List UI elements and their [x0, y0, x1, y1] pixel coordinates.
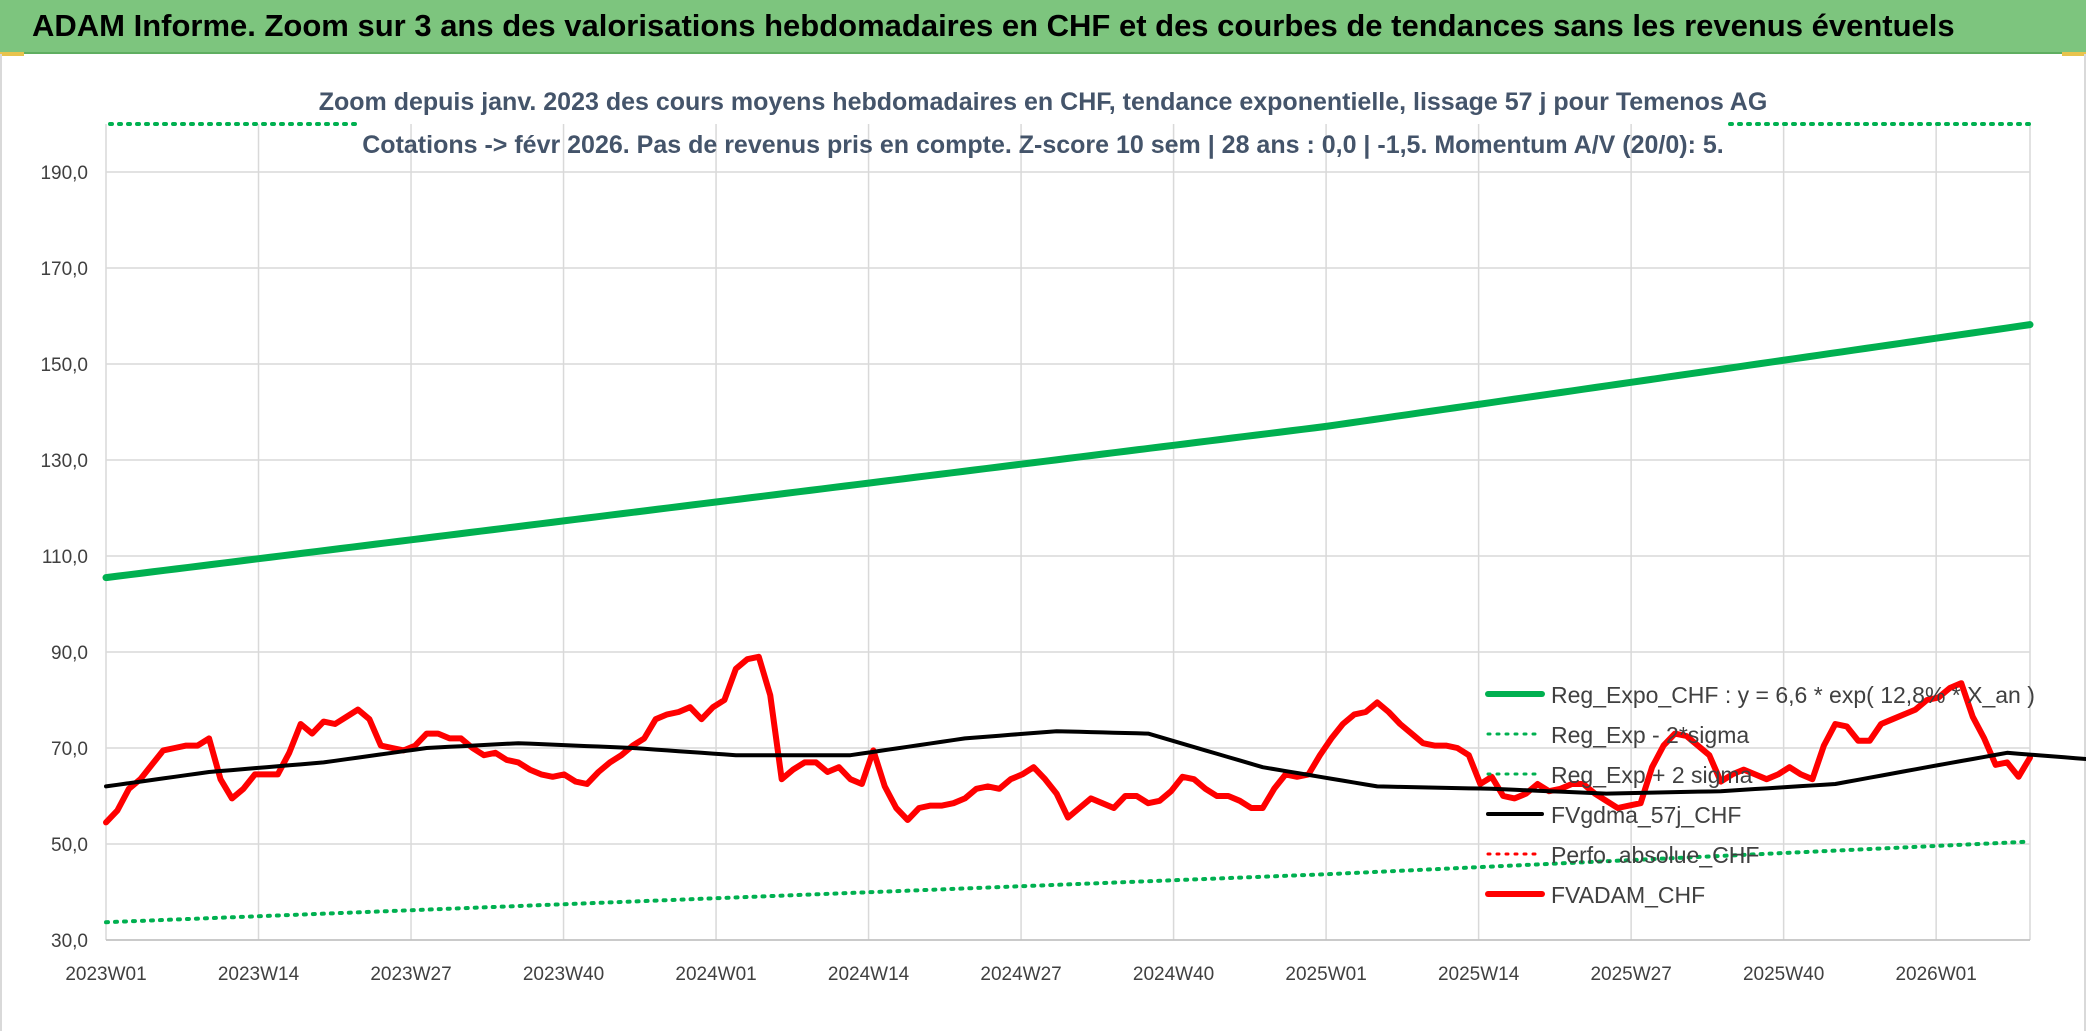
legend-label: Perfo. absolue_CHF: [1551, 842, 1759, 868]
header-accent-left: [0, 52, 24, 56]
chart-frame: [0, 54, 2086, 1031]
x-tick-label: 2023W27: [370, 964, 451, 985]
series-fvadam: [103, 653, 2033, 826]
series-reg-exp-minus-2sigma: [104, 839, 2032, 925]
legend-label: FVgdma_57j_CHF: [1551, 802, 1741, 828]
series-reg-expo: [102, 321, 2034, 582]
y-tick-label: 90,0: [51, 643, 88, 664]
y-tick-label: 50,0: [51, 835, 88, 856]
x-tick-label: 2024W01: [675, 964, 756, 985]
y-tick-label: 70,0: [51, 739, 88, 760]
header-accent-right: [2062, 52, 2086, 56]
chart-subtitle: Cotations -> févr 2026. Pas de revenus p…: [362, 131, 1723, 159]
x-tick-label: 2024W14: [828, 964, 910, 985]
legend-label: Reg_Exp + 2 sigma: [1551, 762, 1753, 788]
y-tick-label: 30,0: [51, 931, 88, 952]
x-tick-label: 2023W01: [65, 964, 146, 985]
chart-title: Zoom depuis janv. 2023 des cours moyens …: [319, 88, 1768, 116]
x-tick-label: 2023W40: [523, 964, 604, 985]
x-tick-label: 2026W01: [1895, 964, 1976, 985]
x-tick-label: 2025W27: [1590, 964, 1671, 985]
x-tick-label: 2025W14: [1438, 964, 1520, 985]
axis-layer: 30,0 50,0 70,0 90,0 110,0 130,0 150,0 170,0 190,…: [40, 163, 2030, 985]
legend-layer: Reg_Expo_CHF : y = 6,6 * exp( 12,8% * X_…: [1485, 682, 2035, 908]
y-tick-label: 150,0: [40, 355, 88, 376]
legend-label: FVADAM_CHF: [1551, 882, 1705, 908]
report-header: ADAM Informe. Zoom sur 3 ans des valoris…: [0, 0, 2086, 54]
plot-layer: [102, 122, 2086, 925]
grid-layer: [105, 124, 2031, 941]
y-tick-label: 130,0: [40, 451, 88, 472]
series-fvgdma-57j: [104, 729, 2086, 796]
y-tick-label: 170,0: [40, 259, 88, 280]
y-tick-label: 110,0: [42, 547, 88, 568]
x-tick-label: 2023W14: [218, 964, 300, 985]
x-tick-label: 2025W40: [1743, 964, 1824, 985]
legend-label: Reg_Exp - 2*sigma: [1551, 722, 1749, 748]
legend-label: Reg_Expo_CHF : y = 6,6 * exp( 12,8% * X_…: [1551, 682, 2035, 708]
x-tick-label: 2024W27: [980, 964, 1061, 985]
x-tick-label: 2024W40: [1133, 964, 1214, 985]
x-tick-label: 2025W01: [1285, 964, 1366, 985]
y-tick-label: 190,0: [40, 163, 88, 184]
